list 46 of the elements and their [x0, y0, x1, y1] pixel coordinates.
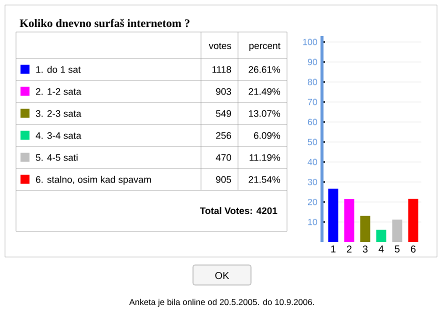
x-tick-label: 4 [378, 246, 384, 252]
y-tick-label: 80 [308, 78, 318, 86]
text: 26.61% [248, 66, 280, 73]
data-label: 1118 [212, 66, 232, 73]
x-tick-label: 6 [410, 246, 416, 253]
y-tick-label: 100 [303, 38, 318, 46]
text: 13.07% [248, 110, 280, 117]
text: Total Votes: 4201 [200, 207, 278, 214]
text: 21.54% [248, 176, 280, 183]
data-label: 549 [216, 110, 232, 117]
text: OK [215, 272, 230, 280]
bar [376, 230, 386, 242]
category-label: 1. do 1 sat [36, 66, 81, 73]
x-tick-label: 2 [346, 246, 352, 253]
y-tick-label: 10 [308, 218, 318, 226]
category-label: 5. 4-5 sati [36, 154, 78, 161]
text: Koliko dnevno surfaš internetom ? [20, 18, 190, 28]
y-tick-label: 90 [308, 58, 318, 66]
x-tick-label: 1 [331, 246, 336, 252]
y-tick-label: 60 [308, 118, 318, 126]
data-label: 470 [216, 154, 232, 161]
category-label: 6. stalno, osim kad spavam [36, 176, 151, 185]
category-label: 2. 1-2 sata [36, 88, 82, 95]
text: 11.19% [250, 154, 280, 161]
data-label: 256 [216, 132, 232, 139]
bar [360, 216, 370, 242]
y-tick-label: 30 [308, 178, 318, 186]
y-tick-label: 40 [308, 158, 318, 166]
y-tick-label: 20 [308, 198, 318, 206]
bar [328, 188, 338, 242]
data-label: 903 [216, 88, 232, 95]
bar [392, 220, 402, 242]
x-tick-label: 3 [362, 246, 368, 253]
text: 21.49% [248, 88, 280, 95]
y-tick-label: 70 [308, 98, 318, 106]
text: Anketa je bila online od 20.5.2005. do 10.9.2006. [129, 298, 314, 307]
bar [408, 198, 418, 242]
x-tick-label: 5 [394, 246, 400, 253]
text: 6.09% [254, 132, 280, 139]
text: percent [249, 42, 280, 51]
text: votes [208, 42, 232, 50]
bar [344, 199, 354, 242]
y-tick-label: 50 [308, 138, 318, 146]
category-label: 4. 3-4 sata [36, 132, 82, 139]
category-label: 3. 2-3 sata [36, 110, 82, 117]
data-label: 905 [216, 176, 232, 183]
